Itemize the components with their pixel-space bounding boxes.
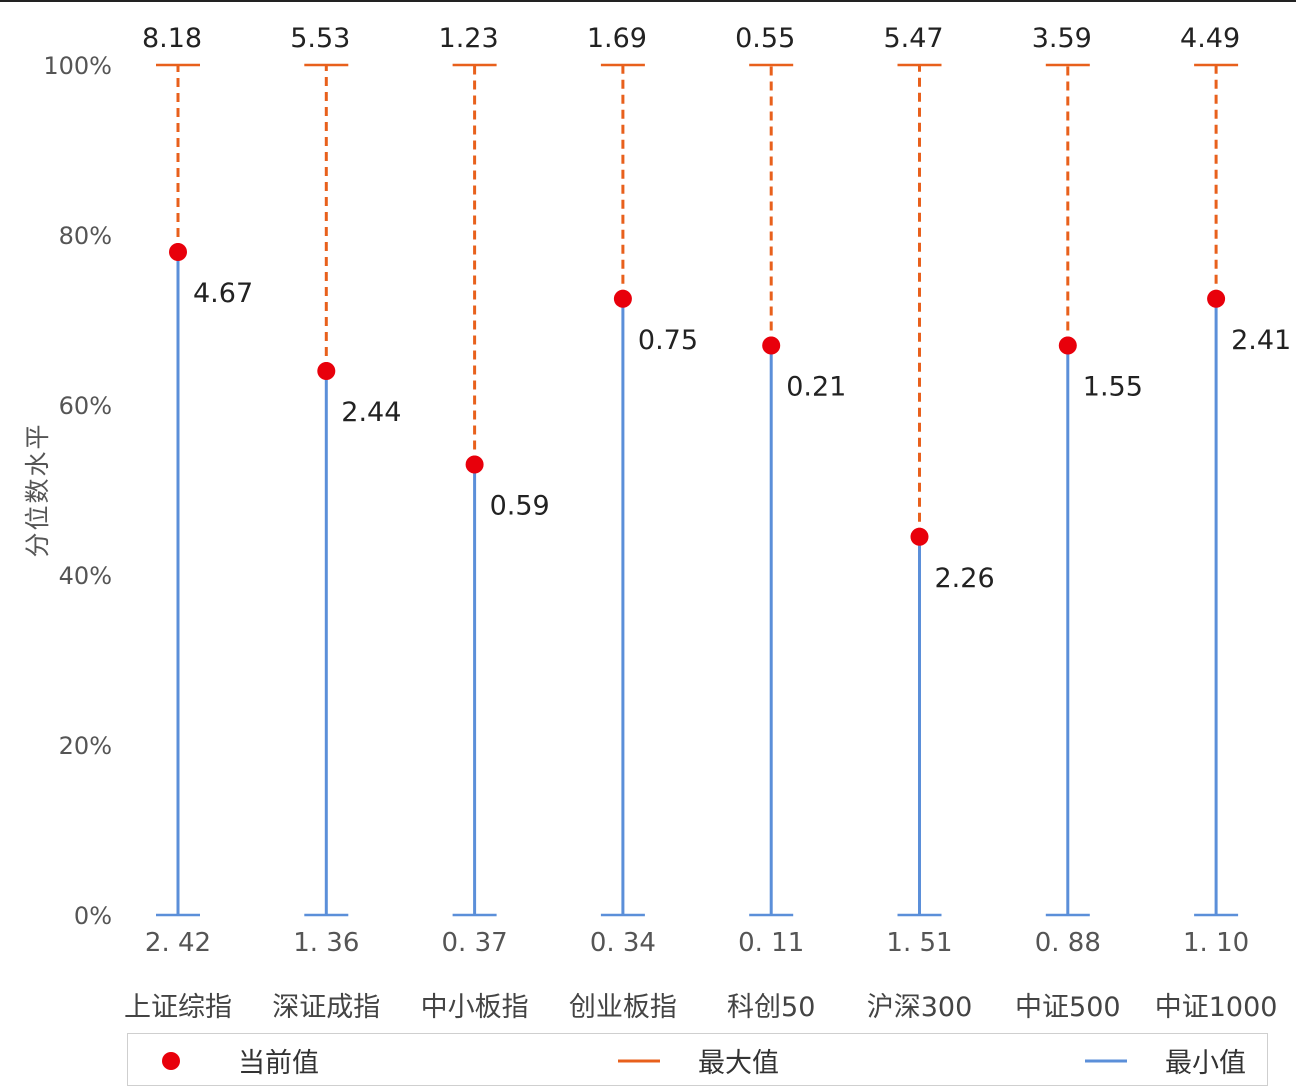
legend-label-min: 最小值 — [1165, 1048, 1246, 1079]
min-value-label: 1. 10 — [1183, 928, 1249, 958]
max-value-label: 4.49 — [1180, 23, 1240, 54]
min-value-label: 2. 42 — [145, 928, 211, 958]
current-value-label: 0.59 — [490, 491, 550, 522]
current-value-dot — [169, 243, 187, 261]
min-value-label: 0. 34 — [590, 928, 656, 958]
legend-label-current: 当前值 — [238, 1048, 319, 1079]
current-value-dot — [613, 289, 632, 308]
current-value-label: 2.44 — [341, 397, 401, 428]
max-value-label: 3.59 — [1032, 23, 1092, 54]
y-axis-label: 分位数水平 — [23, 422, 52, 558]
current-value-dot — [317, 362, 336, 380]
category-label: 科创50 — [727, 992, 815, 1023]
current-value-label: 4.67 — [193, 278, 253, 309]
min-value-label: 1. 51 — [886, 928, 952, 958]
current-value-label: 2.26 — [935, 563, 995, 594]
legend: 当前值 最大值 最小值 — [127, 1033, 1268, 1086]
top-border — [0, 0, 1296, 2]
y-tick-label: 60% — [59, 392, 112, 420]
legend-item-max: 最大值 — [616, 1034, 779, 1087]
min-value-label: 0. 37 — [442, 928, 508, 958]
category-label: 深证成指 — [272, 992, 380, 1023]
current-value-label: 0.75 — [638, 325, 698, 356]
category-label: 创业板指 — [569, 992, 677, 1023]
category-label: 中小板指 — [421, 992, 529, 1023]
max-value-label: 5.53 — [290, 23, 350, 54]
legend-item-min: 最小值 — [1083, 1034, 1246, 1087]
chart-svg: 0% 20% 40% 60% 80% 100% 8.18 4.67 2. 42 上证综指 5.53 2… — [43, 23, 1291, 1023]
current-value-dot — [465, 455, 484, 474]
current-value-dot — [1207, 289, 1226, 308]
category-label: 上证综指 — [124, 992, 232, 1023]
category-label: 沪深300 — [867, 992, 973, 1023]
min-value-label: 0. 11 — [738, 928, 804, 958]
y-tick-label: 100% — [43, 52, 112, 80]
current-value-dot — [762, 336, 781, 355]
y-tick-label: 80% — [59, 222, 112, 250]
category-label: 中证500 — [1015, 992, 1121, 1023]
y-tick-label: 0% — [74, 902, 112, 930]
min-value-label: 1. 36 — [293, 928, 359, 958]
dot-icon — [162, 1051, 180, 1070]
current-value-label: 0.21 — [786, 372, 846, 403]
y-tick-label: 40% — [59, 562, 112, 590]
max-value-label: 8.18 — [142, 23, 202, 54]
category-label: 中证1000 — [1155, 992, 1278, 1023]
current-value-label: 1.55 — [1083, 372, 1143, 403]
current-value-dot — [1058, 336, 1077, 355]
max-value-label: 1.23 — [439, 23, 499, 54]
y-tick-label: 20% — [59, 732, 112, 760]
legend-label-max: 最大值 — [698, 1048, 779, 1079]
line-icon — [1085, 1059, 1127, 1062]
current-value-dot — [910, 527, 929, 546]
max-value-label: 0.55 — [735, 23, 795, 54]
max-value-label: 1.69 — [587, 23, 647, 54]
legend-item-current: 当前值 — [156, 1034, 319, 1087]
max-value-label: 5.47 — [883, 23, 943, 54]
current-value-label: 2.41 — [1231, 325, 1291, 356]
line-icon — [618, 1059, 660, 1062]
min-value-label: 0. 88 — [1035, 928, 1101, 958]
